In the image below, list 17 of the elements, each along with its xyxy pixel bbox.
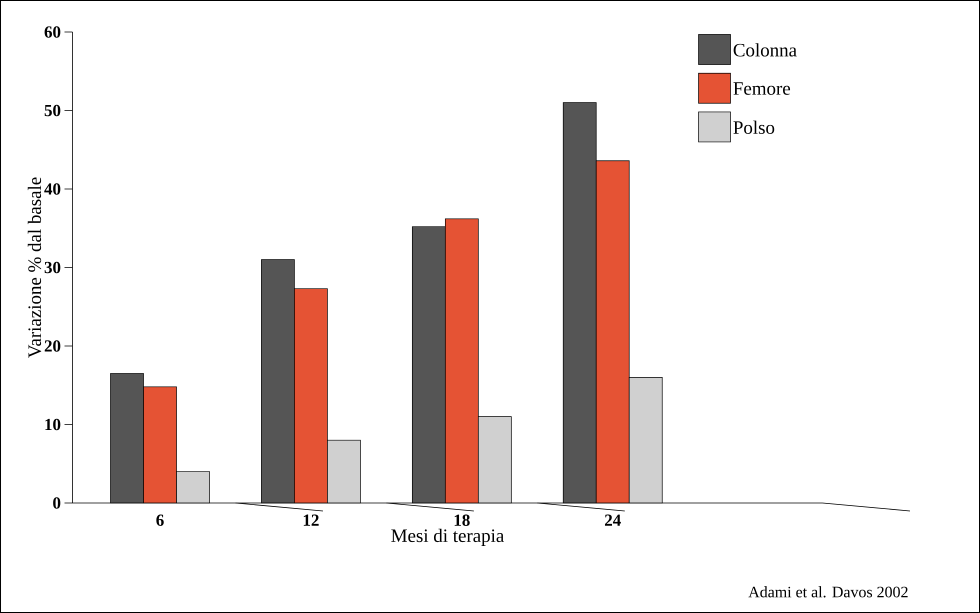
x-tick-label: 6 <box>156 514 164 526</box>
x-tick-label: 18 <box>454 514 470 526</box>
y-tick-label: 50 <box>44 104 60 116</box>
y-tick-label: 0 <box>53 497 60 509</box>
legend-label: Colonna <box>734 43 797 57</box>
y-tick-label: 60 <box>44 26 60 38</box>
legend-label: Femore <box>733 82 790 95</box>
legend-label: Polso <box>733 120 774 134</box>
y-tick-label: 10 <box>45 418 60 430</box>
x-tick-label: 24 <box>604 514 621 526</box>
y-tick-label: 30 <box>44 262 60 274</box>
x-tick-label: 12 <box>304 514 319 526</box>
y-axis-title: Variazione % dal basale <box>28 177 42 358</box>
x-axis-title: Mesi di terapia <box>391 528 504 546</box>
y-tick-label: 40 <box>44 183 60 195</box>
text: Adami et al. Davos 2002 <box>748 586 908 598</box>
y-tick-label: 20 <box>44 340 60 352</box>
